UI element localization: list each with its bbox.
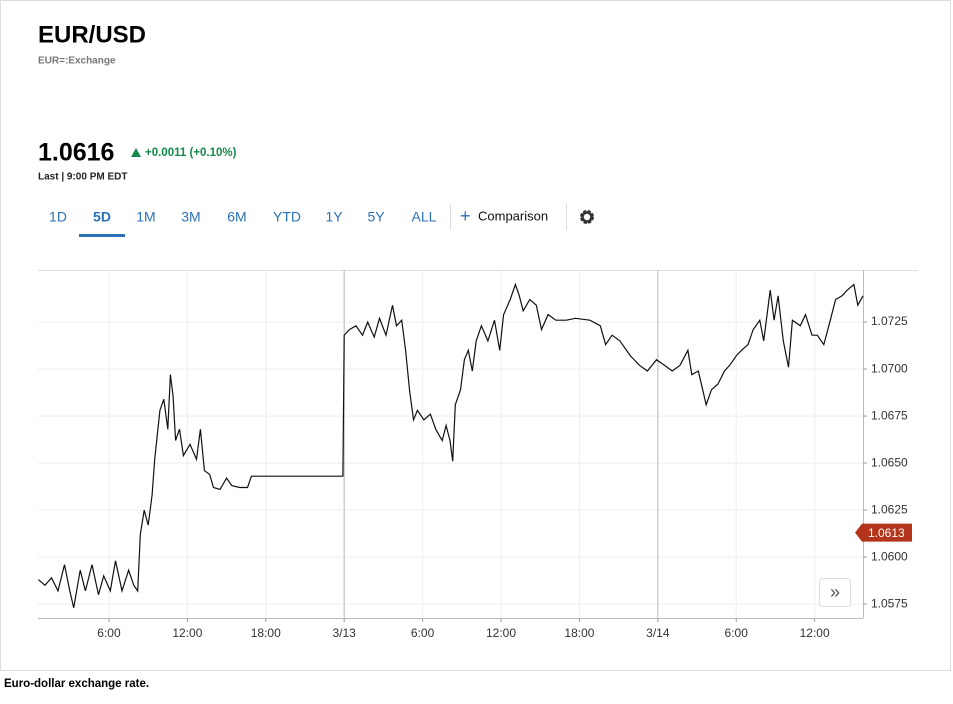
panel — [0, 0, 951, 671]
comparison-button[interactable]: Comparison — [478, 208, 548, 223]
quote-time: Last | 9:00 PM EDT — [38, 172, 128, 183]
tab[interactable]: 1Y — [325, 209, 343, 225]
scroll-button[interactable] — [819, 578, 851, 607]
symbol: EUR=:Exchange — [38, 56, 116, 67]
title: EUR/USD — [38, 21, 146, 48]
last-value-tag — [855, 523, 912, 542]
tab-bar: 1D 5D 1M 3M 6M YTD 1Y 5Y ALL — [49, 209, 437, 237]
x-tick-label: 12:00 — [172, 626, 202, 640]
caption: Euro-dollar exchange rate. — [4, 678, 149, 690]
price: 1.0616 — [38, 139, 114, 167]
x-tick-label: 6:00 — [411, 626, 435, 640]
price-line — [38, 282, 864, 608]
tab[interactable]: 1D — [49, 209, 67, 225]
x-tick-label: 6:00 — [725, 626, 749, 640]
tab[interactable]: 3M — [181, 209, 200, 225]
tab[interactable]: ALL — [412, 209, 437, 225]
x-tick-label: 12:00 — [486, 626, 516, 640]
y-tick-label: 1.0675 — [871, 408, 908, 422]
tab[interactable]: 5Y — [367, 209, 385, 225]
up-arrow — [131, 148, 141, 157]
scroll-icon[interactable]: » — [830, 582, 840, 602]
settings-icon[interactable] — [580, 210, 594, 224]
x-tick-label: 18:00 — [564, 626, 594, 640]
tab[interactable]: 5D — [93, 209, 111, 225]
tab[interactable]: 1M — [136, 209, 155, 225]
y-tick-label: 1.0575 — [871, 596, 908, 610]
x-tick-label: 12:00 — [800, 626, 830, 640]
x-tick-label: 3/13 — [333, 626, 357, 640]
y-tick-label: 1.0650 — [871, 455, 908, 469]
tab[interactable]: 6M — [227, 209, 246, 225]
y-tick-label: 1.0600 — [871, 549, 908, 563]
x-tick-label: 18:00 — [251, 626, 281, 640]
plus-icon[interactable]: + — [460, 206, 471, 226]
last-value-label: 1.0613 — [868, 526, 905, 540]
change: +0.0011 (+0.10%) — [145, 147, 237, 159]
tab[interactable]: YTD — [273, 209, 301, 225]
y-tick-label: 1.0725 — [871, 314, 908, 328]
y-tick-label: 1.0700 — [871, 361, 908, 375]
y-tick-label: 1.0625 — [871, 502, 908, 516]
x-tick-label: 6:00 — [97, 626, 121, 640]
chart: 1.0575 1.0600 1.0625 1.0650 1.0675 1.0700 1.07… — [38, 270, 918, 640]
x-tick-label: 3/14 — [646, 626, 670, 640]
tab-underline — [79, 234, 125, 237]
